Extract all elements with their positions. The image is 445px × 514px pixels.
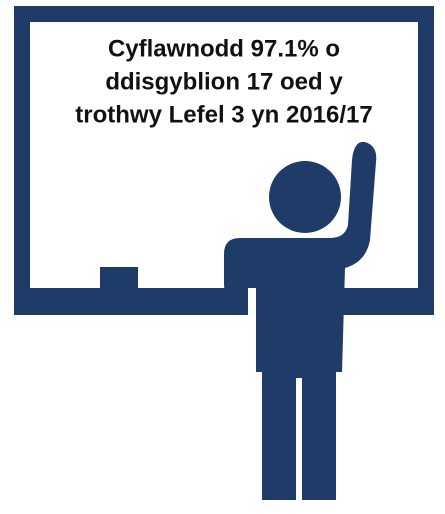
caption-line: ddisgyblion 17 oed y: [105, 68, 343, 95]
caption-line: trothwy Lefel 3 yn 2016/17: [75, 101, 372, 128]
arm-gap: [248, 288, 256, 315]
caption-line: Cyflawnodd 97.1% o: [108, 35, 340, 62]
teacher-figure: [224, 141, 377, 500]
body: [224, 141, 377, 500]
head: [269, 161, 341, 233]
board-tray: [100, 267, 138, 289]
